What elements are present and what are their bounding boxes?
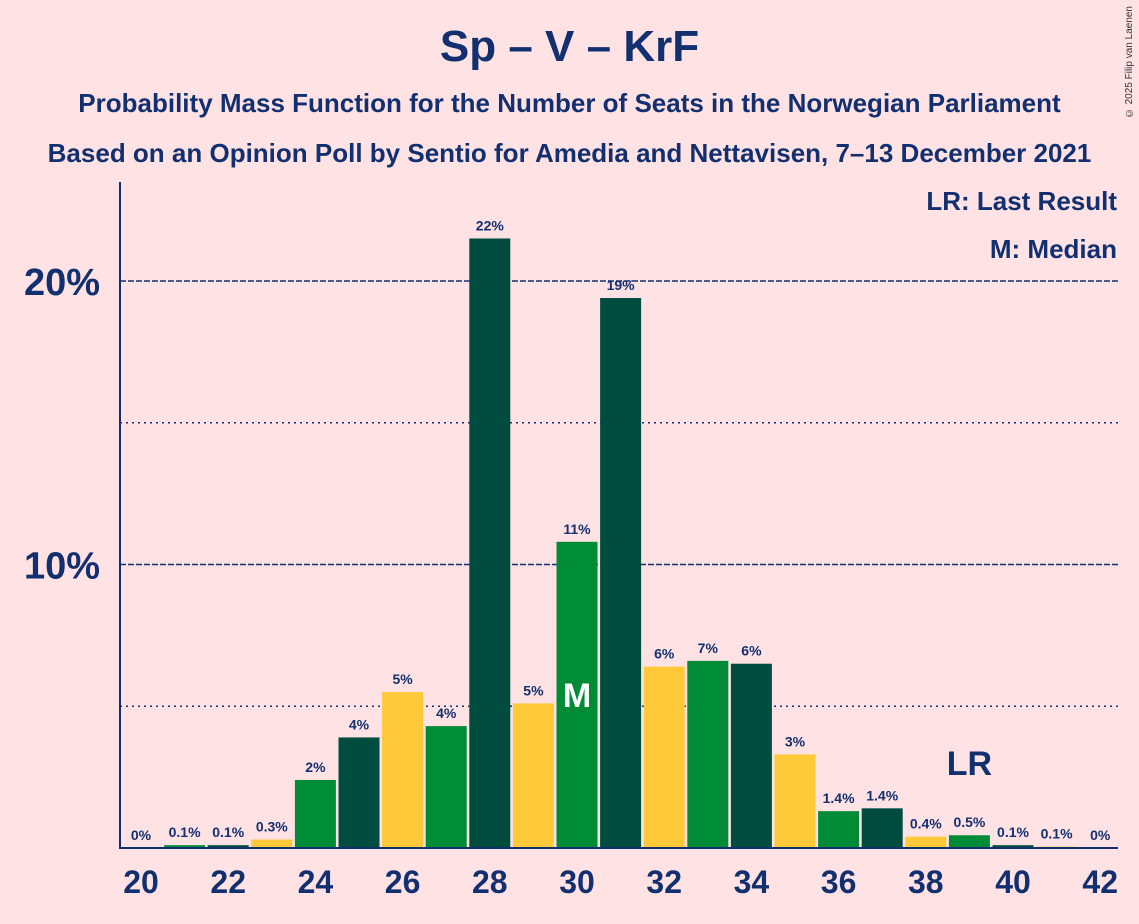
bar-value-label: 5% — [523, 682, 544, 698]
bar-value-label: 0.1% — [1041, 826, 1073, 842]
bar-seat-22 — [207, 845, 249, 848]
chart-subtitle-1: Probability Mass Function for the Number… — [78, 88, 1061, 118]
legend-median: M: Median — [989, 234, 1117, 264]
bar-seat-27 — [425, 726, 467, 848]
bar-value-label: 1.4% — [866, 787, 898, 803]
bar-seat-33 — [687, 660, 729, 848]
bar-value-label: 2% — [305, 759, 326, 775]
bar-value-label: 0.1% — [169, 824, 201, 840]
bar-seat-35 — [774, 754, 816, 848]
bar-seat-32 — [643, 666, 685, 848]
bar-seat-28 — [469, 238, 511, 849]
chart-title: Sp – V – KrF — [439, 22, 700, 71]
bar-seat-36 — [818, 811, 860, 848]
x-tick-label: 24 — [298, 864, 334, 900]
bar-value-label: 0.1% — [997, 824, 1029, 840]
bar-seat-39 — [948, 835, 990, 848]
x-tick-label: 40 — [995, 864, 1031, 900]
bar-value-label: 0.4% — [910, 816, 942, 832]
bar-value-label: 11% — [563, 521, 591, 537]
bar-seat-23 — [251, 839, 293, 848]
bar-value-label: 0.1% — [212, 824, 244, 840]
median-marker: M — [563, 677, 591, 715]
x-tick-label: 34 — [734, 864, 770, 900]
x-tick-label: 22 — [210, 864, 246, 900]
bar-seat-37 — [861, 808, 903, 848]
bar-seat-34 — [730, 663, 772, 848]
x-tick-label: 32 — [646, 864, 682, 900]
x-tick-label: 30 — [559, 864, 595, 900]
legend-last-result: LR: Last Result — [926, 186, 1117, 216]
bar-value-label: 5% — [392, 671, 413, 687]
bar-value-label: 0% — [131, 827, 152, 843]
x-tick-label: 38 — [908, 864, 944, 900]
bar-seat-26 — [382, 692, 424, 848]
x-tick-label: 36 — [821, 864, 857, 900]
chart-subtitle-2: Based on an Opinion Poll by Sentio for A… — [47, 138, 1092, 168]
bar-seat-38 — [905, 836, 947, 848]
bar-seat-24 — [294, 779, 336, 848]
bar-value-label: 0.5% — [953, 814, 985, 830]
bar-seat-30 — [556, 541, 598, 848]
bar-value-label: 1.4% — [823, 790, 855, 806]
bar-value-label: 3% — [785, 733, 806, 749]
bar-seat-25 — [338, 737, 380, 848]
bar-value-label: 6% — [654, 646, 675, 662]
bar-value-label: 4% — [436, 705, 457, 721]
bar-seat-29 — [512, 703, 554, 848]
bar-seat-21 — [164, 845, 206, 848]
bar-value-label: 0% — [1090, 827, 1111, 843]
x-tick-label: 28 — [472, 864, 508, 900]
y-tick-label: 20% — [24, 262, 100, 304]
bar-value-label: 6% — [741, 643, 762, 659]
y-tick-label: 10% — [24, 546, 100, 588]
bar-value-label: 22% — [476, 217, 505, 233]
x-tick-label: 20 — [123, 864, 159, 900]
bar-value-label: 19% — [607, 277, 636, 293]
bar-seat-31 — [600, 298, 642, 848]
x-tick-label: 26 — [385, 864, 421, 900]
bar-value-label: 0.3% — [256, 818, 288, 834]
last-result-marker: LR — [947, 745, 992, 783]
bar-value-label: 7% — [698, 640, 719, 656]
x-tick-label: 42 — [1082, 864, 1118, 900]
bar-seat-40 — [992, 845, 1034, 848]
bar-value-label: 4% — [349, 716, 370, 732]
